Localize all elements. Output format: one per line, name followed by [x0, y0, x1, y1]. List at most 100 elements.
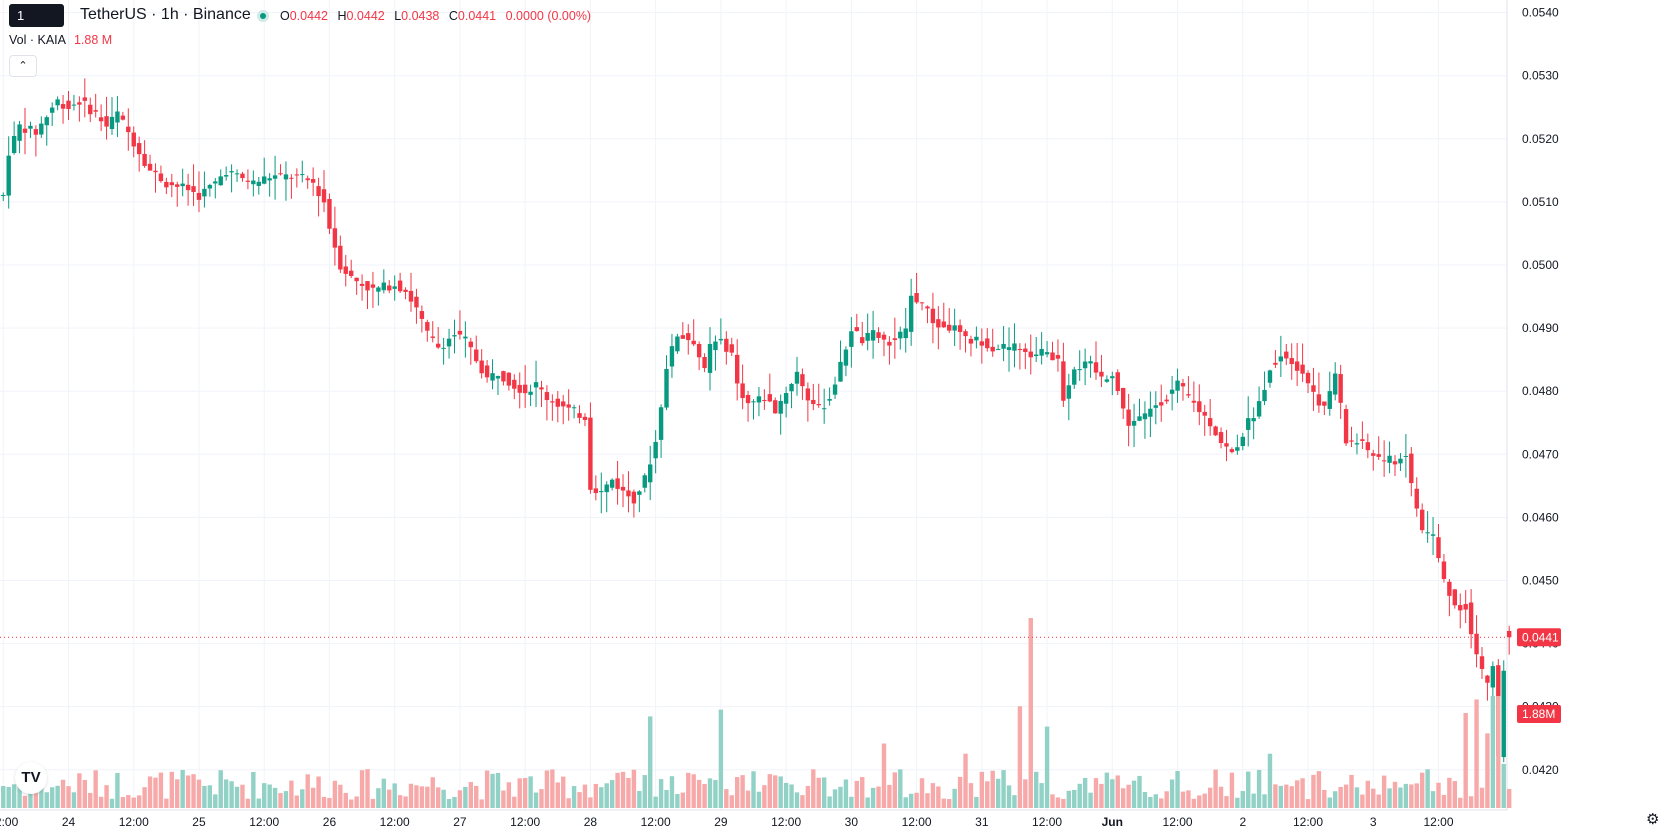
candle-body — [968, 338, 974, 344]
price-tick-label: 0.0480 — [1522, 384, 1559, 398]
volume-bar — [147, 776, 153, 808]
volume-bar — [49, 787, 55, 808]
volume-bar — [1267, 753, 1273, 808]
candle-body — [816, 403, 821, 406]
volume-bar — [229, 781, 234, 808]
candle-body — [1409, 453, 1414, 484]
volume-bar — [1175, 771, 1180, 808]
volume-bar — [631, 769, 637, 808]
volume-bar — [1044, 726, 1050, 808]
candle-body — [1033, 354, 1039, 357]
volume-bar — [1316, 771, 1322, 808]
volume-bar — [11, 784, 17, 808]
candle-body — [653, 441, 658, 459]
candle-body — [142, 153, 147, 166]
candle-body — [887, 341, 892, 346]
time-tick-label: 3 — [1370, 815, 1377, 829]
volume-bar — [316, 776, 321, 808]
candle-body — [1485, 675, 1490, 683]
volume-bar — [626, 777, 631, 808]
candle-body — [1110, 376, 1115, 379]
candle-body — [213, 181, 218, 184]
current-price-label: 0.0441 — [1522, 630, 1559, 644]
candle-body — [642, 475, 647, 488]
candle-body — [783, 393, 789, 404]
candle-body — [490, 373, 495, 381]
volume-bar — [528, 776, 533, 808]
volume-bar — [1093, 778, 1099, 808]
time-tick-label: 12:00 — [380, 815, 410, 829]
candle-body — [495, 375, 501, 379]
candle-body — [175, 184, 180, 187]
candle-body — [348, 270, 354, 276]
candle-body — [22, 128, 28, 133]
candle-body — [979, 341, 985, 346]
candle-body — [1218, 432, 1224, 444]
candle-body — [501, 371, 506, 382]
volume-bar — [751, 771, 756, 808]
candle-body — [397, 280, 403, 292]
candle-body — [408, 290, 414, 302]
collapse-legend-button[interactable]: ⌃ — [9, 55, 37, 77]
volume-bar — [1207, 787, 1213, 808]
volume-bar — [637, 790, 642, 808]
volume-bar — [1425, 769, 1430, 808]
volume-bar — [397, 795, 403, 808]
volume-bar — [1142, 791, 1148, 808]
candle-body — [1126, 409, 1131, 426]
price-tick-label: 0.0540 — [1522, 6, 1559, 20]
candle-body — [316, 186, 321, 197]
volume-bar — [1333, 791, 1338, 808]
candle-body — [430, 336, 435, 338]
tradingview-logo-icon[interactable]: TV — [15, 762, 47, 794]
volume-bar — [196, 779, 202, 808]
volume-bar — [849, 796, 854, 808]
settings-gear-icon[interactable]: ⚙ — [1646, 811, 1660, 828]
candle-body — [158, 173, 164, 182]
candle-body — [1349, 440, 1354, 442]
volume-bar — [82, 779, 88, 808]
candle-body — [44, 117, 49, 126]
candle-body — [82, 97, 88, 101]
candle-body — [707, 343, 713, 373]
volume-bar — [979, 771, 985, 808]
volume-bar — [1430, 791, 1436, 808]
candle-body — [1490, 666, 1496, 688]
volume-bar — [158, 772, 164, 808]
candle-body — [446, 338, 452, 347]
candle-body — [1061, 361, 1066, 401]
candle-body — [66, 100, 71, 110]
market-status-icon[interactable] — [257, 10, 269, 22]
volume-bar — [517, 778, 522, 808]
volume-legend[interactable]: Vol · KAIA 1.88 M — [9, 33, 112, 47]
candle-body — [419, 311, 425, 319]
candle-body — [1235, 447, 1240, 451]
volume-bar — [1012, 795, 1017, 808]
candle-body — [17, 124, 22, 141]
candle-body — [898, 331, 903, 339]
volume-bar — [1224, 796, 1229, 808]
volume-bar — [941, 798, 946, 808]
candle-body — [1430, 534, 1436, 536]
volume-bar — [1055, 797, 1061, 808]
candle-body — [599, 491, 604, 493]
time-tick-label: 12:00 — [1293, 815, 1323, 829]
candle-body — [1120, 387, 1126, 409]
volume-bar — [126, 795, 131, 808]
volume-bar — [484, 770, 490, 808]
volume-bar — [539, 789, 544, 808]
candle-body — [870, 330, 876, 341]
volume-bar — [718, 709, 724, 808]
volume-value: 1.88 M — [73, 33, 113, 47]
volume-bar — [756, 791, 762, 808]
time-tick-label: 12:00 — [771, 815, 801, 829]
candle-body — [245, 180, 251, 182]
candle-body — [1142, 413, 1148, 420]
symbol-title[interactable]: TetherUS · 1h · Binance — [80, 6, 251, 23]
volume-bar — [501, 790, 506, 808]
candle-body — [115, 111, 120, 123]
volume-bar — [1229, 772, 1235, 808]
candle-body — [1425, 532, 1430, 534]
candle-body — [740, 383, 745, 399]
